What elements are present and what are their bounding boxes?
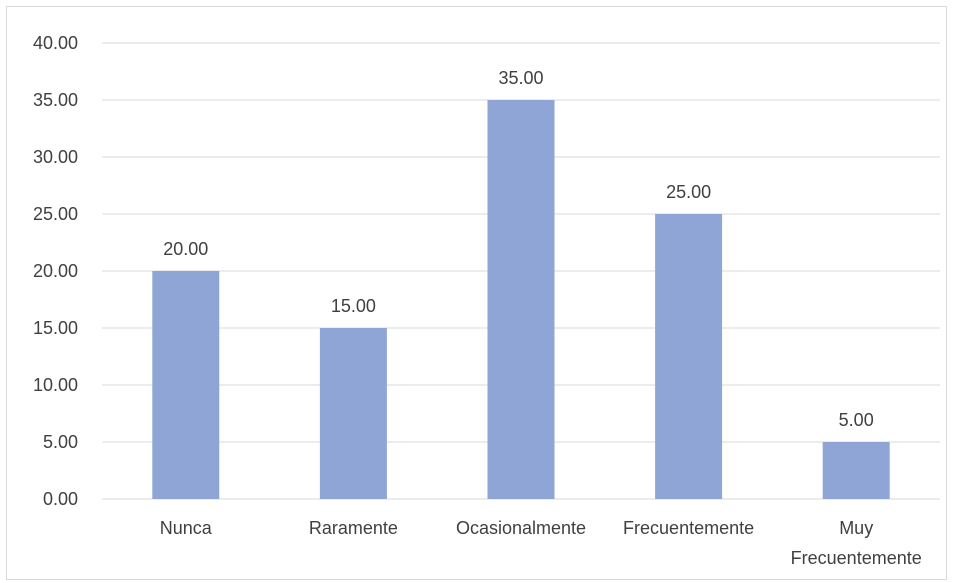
- data-label: 15.00: [331, 296, 376, 316]
- data-label: 20.00: [163, 239, 208, 259]
- y-tick-label: 35.00: [33, 90, 78, 110]
- y-axis-tick-labels: 0.00 5.00 10.00 15.00 20.00 25.00 30.00 35.00 40…: [33, 33, 78, 509]
- category-label: Muy Frecuentemente: [791, 518, 922, 568]
- y-tick-label: 40.00: [33, 33, 78, 53]
- bar: [487, 100, 555, 499]
- y-tick-label: 10.00: [33, 375, 78, 395]
- y-tick-label: 30.00: [33, 147, 78, 167]
- data-label: 25.00: [666, 182, 711, 202]
- category-label: Ocasionalmente: [456, 518, 586, 538]
- y-tick-label: 25.00: [33, 204, 78, 224]
- data-label: 5.00: [839, 410, 874, 430]
- bar: [152, 271, 220, 499]
- y-tick-label: 5.00: [43, 432, 78, 452]
- bars: [152, 100, 890, 499]
- bar: [822, 442, 890, 499]
- data-label: 35.00: [498, 68, 543, 88]
- category-labels: Nunca Raramente Ocasionalmente Frecuentemen…: [160, 518, 922, 568]
- y-tick-label: 20.00: [33, 261, 78, 281]
- bar: [319, 328, 387, 499]
- y-tick-label: 0.00: [43, 489, 78, 509]
- data-labels: 20.00 15.00 35.00 25.00 5.00: [163, 68, 873, 430]
- category-label: Raramente: [309, 518, 398, 538]
- category-label: Nunca: [160, 518, 213, 538]
- category-label: Frecuentemente: [623, 518, 754, 538]
- y-tick-label: 15.00: [33, 318, 78, 338]
- bar: [655, 214, 723, 499]
